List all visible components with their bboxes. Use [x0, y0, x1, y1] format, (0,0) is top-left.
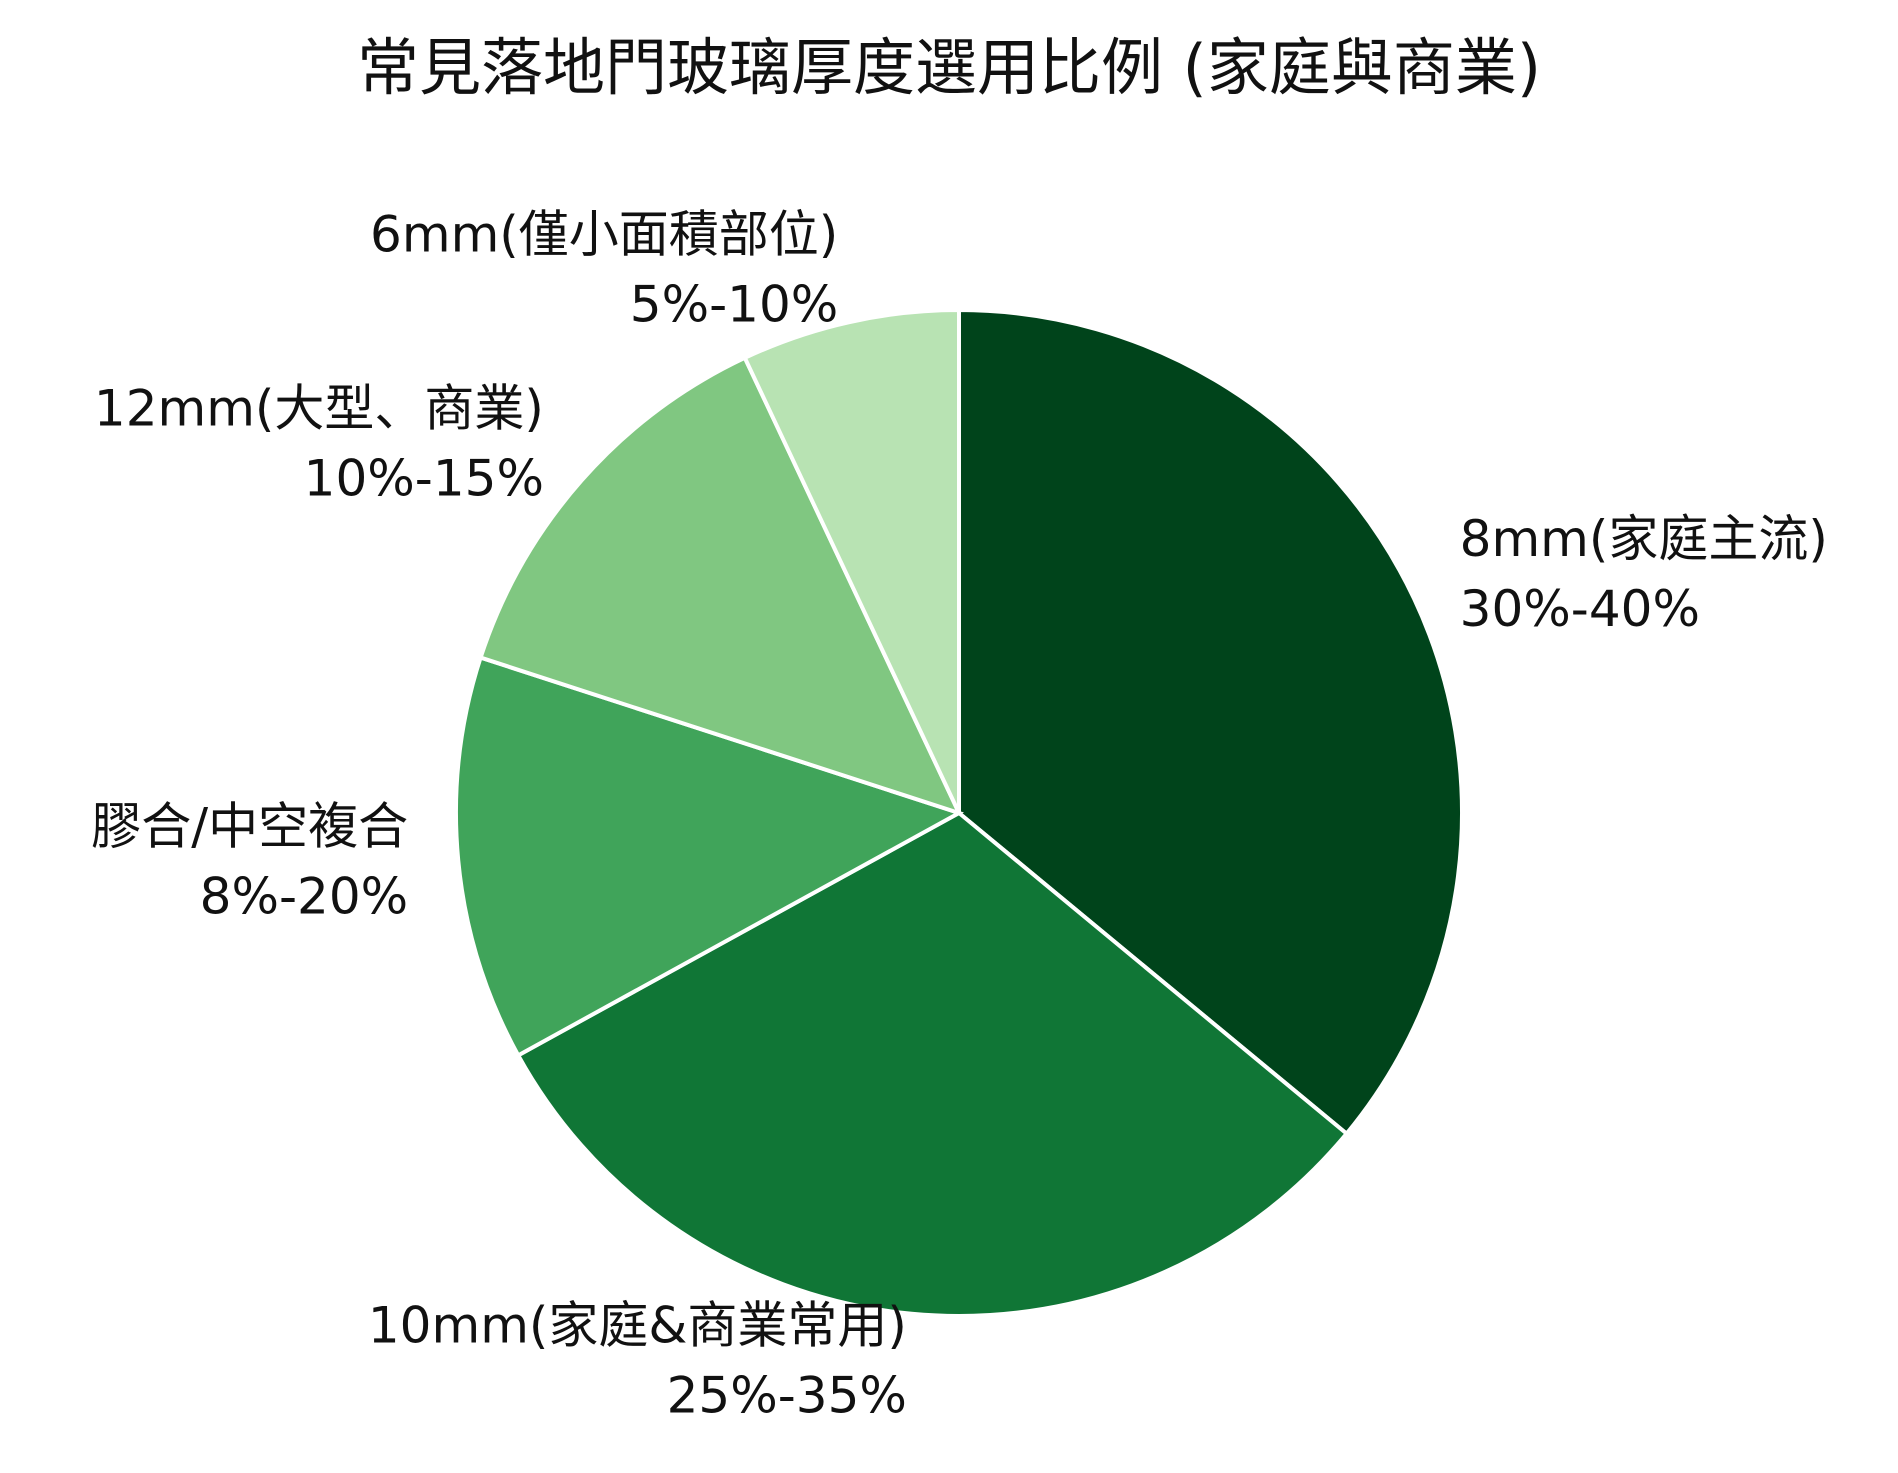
pie-slice	[957, 307, 1464, 1137]
slice-label: 8mm(家庭主流)	[1460, 510, 1828, 568]
pie-slice	[515, 810, 1350, 1318]
chart-title: 常見落地門玻璃厚度選用比例 (家庭與商業)	[357, 31, 1541, 104]
pie-slice	[454, 655, 965, 1059]
slice-label: 6mm(僅小面積部位)	[370, 206, 838, 264]
slice-label: 12mm(大型、商業)	[94, 380, 544, 438]
slice-label: 膠合/中空複合	[91, 798, 408, 856]
pie-slice	[742, 307, 961, 814]
slice-value-label: 8%-20%	[200, 868, 409, 926]
slice-value-label: 5%-10%	[630, 276, 839, 334]
slice-value-label: 30%-40%	[1460, 580, 1700, 638]
slice-value-label: 25%-35%	[667, 1366, 907, 1424]
slice-label: 10mm(家庭&商業常用)	[368, 1296, 907, 1354]
slice-value-label: 10%-15%	[304, 450, 544, 508]
pie-slice	[478, 355, 963, 817]
